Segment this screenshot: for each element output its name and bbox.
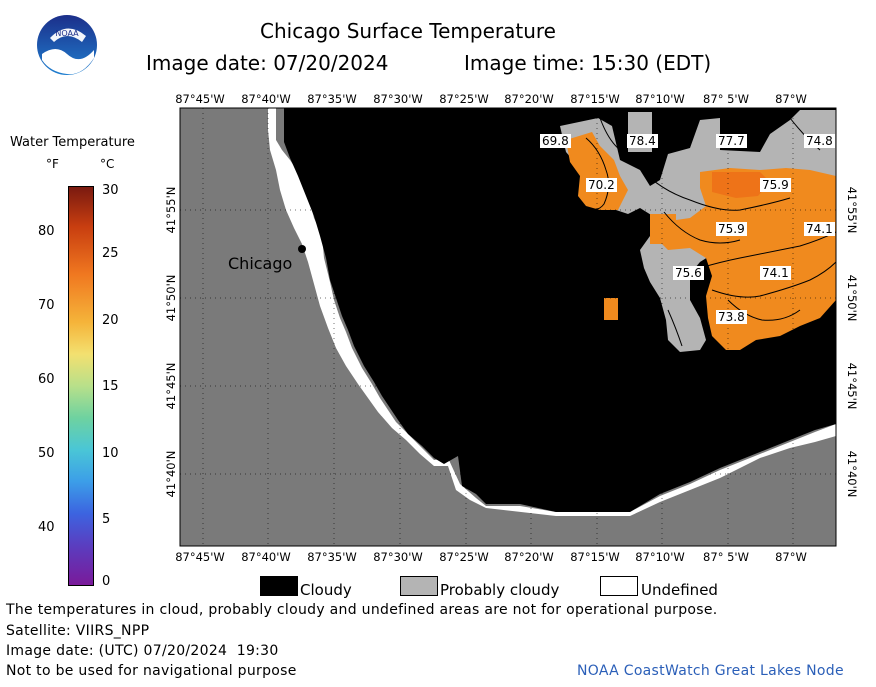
lon-label-top: 87°45'W <box>175 92 225 106</box>
colorbar-tick-f: 60 <box>38 372 55 387</box>
lon-label-top: 87°W <box>775 92 807 106</box>
temperature-label: 75.9 <box>716 222 747 236</box>
temperature-label: 75.6 <box>673 266 704 280</box>
temperature-label: 75.9 <box>760 178 791 192</box>
temperature-label: 77.7 <box>716 134 747 148</box>
map-view <box>179 107 837 547</box>
temperature-colorbar <box>68 186 94 586</box>
colorbar-tick-f: 40 <box>38 520 55 535</box>
footer-utc-date: Image date: (UTC) 07/20/2024 19:30 <box>6 643 279 659</box>
colorbar-tick-c: 10 <box>102 446 119 461</box>
lat-label-left: 41°50'N <box>164 274 178 322</box>
city-label-chicago: Chicago <box>228 254 293 273</box>
lon-label-bottom: 87°25'W <box>439 550 489 564</box>
lon-label-top: 87°20'W <box>504 92 554 106</box>
colorbar-tick-f: 50 <box>38 446 55 461</box>
lon-label-bottom: 87°40'W <box>241 550 291 564</box>
legend-swatch-cloudy <box>260 576 298 596</box>
lat-label-right: 41°50'N <box>845 274 859 322</box>
lon-label-top: 87°10'W <box>635 92 685 106</box>
colorbar-tick-c: 30 <box>102 183 119 198</box>
lat-label-right: 41°45'N <box>845 362 859 410</box>
page-title: Chicago Surface Temperature <box>260 19 556 43</box>
legend-label-undefined: Undefined <box>641 581 718 599</box>
lon-label-bottom: 87°35'W <box>307 550 357 564</box>
image-date: Image date: 07/20/2024 <box>146 51 389 75</box>
lon-label-top: 87°35'W <box>307 92 357 106</box>
legend-label-cloudy: Cloudy <box>300 581 352 599</box>
map-frame <box>179 107 837 547</box>
footer-disclaimer: The temperatures in cloud, probably clou… <box>6 602 718 618</box>
footer-navigation: Not to be used for navigational purpose <box>6 663 297 679</box>
colorbar-title: Water Temperature <box>10 135 135 150</box>
sea-surface-temperature <box>566 132 836 350</box>
legend-label-probably-cloudy: Probably cloudy <box>440 581 560 599</box>
lon-label-top: 87°25'W <box>439 92 489 106</box>
lon-label-top: 87°30'W <box>373 92 423 106</box>
colorbar-unit-c: °C <box>100 157 115 171</box>
lon-label-top: 87° 5'W <box>703 92 749 106</box>
image-time: Image time: 15:30 (EDT) <box>464 51 712 75</box>
temperature-label: 70.2 <box>586 178 617 192</box>
lon-label-bottom: 87°20'W <box>504 550 554 564</box>
footer-satellite: Satellite: VIIRS_NPP <box>6 623 150 639</box>
lat-label-left: 41°45'N <box>164 362 178 410</box>
lat-label-left: 41°55'N <box>164 186 178 234</box>
colorbar-tick-c: 0 <box>102 574 111 589</box>
svg-text:NOAA: NOAA <box>55 29 79 38</box>
legend-swatch-undefined <box>600 576 638 596</box>
colorbar-tick-c: 25 <box>102 246 119 261</box>
lon-label-bottom: 87°10'W <box>635 550 685 564</box>
lat-label-right: 41°55'N <box>845 186 859 234</box>
temperature-label: 74.1 <box>760 266 791 280</box>
temperature-label: 78.4 <box>627 134 658 148</box>
lat-label-right: 41°40'N <box>845 450 859 498</box>
temperature-label: 74.8 <box>804 134 835 148</box>
colorbar-tick-c: 15 <box>102 379 119 394</box>
chicago-marker <box>298 245 306 253</box>
lon-label-bottom: 87°15'W <box>570 550 620 564</box>
temperature-label: 74.1 <box>804 222 835 236</box>
temperature-label: 73.8 <box>716 310 747 324</box>
lon-label-bottom: 87°W <box>775 550 807 564</box>
lon-label-top: 87°15'W <box>570 92 620 106</box>
lat-label-left: 41°40'N <box>164 450 178 498</box>
colorbar-tick-f: 70 <box>38 298 55 313</box>
graticule <box>180 108 836 546</box>
lon-label-bottom: 87° 5'W <box>703 550 749 564</box>
lon-label-bottom: 87°45'W <box>175 550 225 564</box>
colorbar-tick-c: 5 <box>102 512 111 527</box>
colorbar-unit-f: °F <box>46 157 59 171</box>
colorbar-tick-c: 20 <box>102 313 119 328</box>
lon-label-top: 87°40'W <box>241 92 291 106</box>
lon-label-bottom: 87°30'W <box>373 550 423 564</box>
noaa-logo: NOAA <box>36 14 98 76</box>
legend-swatch-probably-cloudy <box>400 576 438 596</box>
temperature-label: 69.8 <box>540 134 571 148</box>
colorbar-tick-f: 80 <box>38 224 55 239</box>
footer-credit: NOAA CoastWatch Great Lakes Node <box>577 663 844 679</box>
